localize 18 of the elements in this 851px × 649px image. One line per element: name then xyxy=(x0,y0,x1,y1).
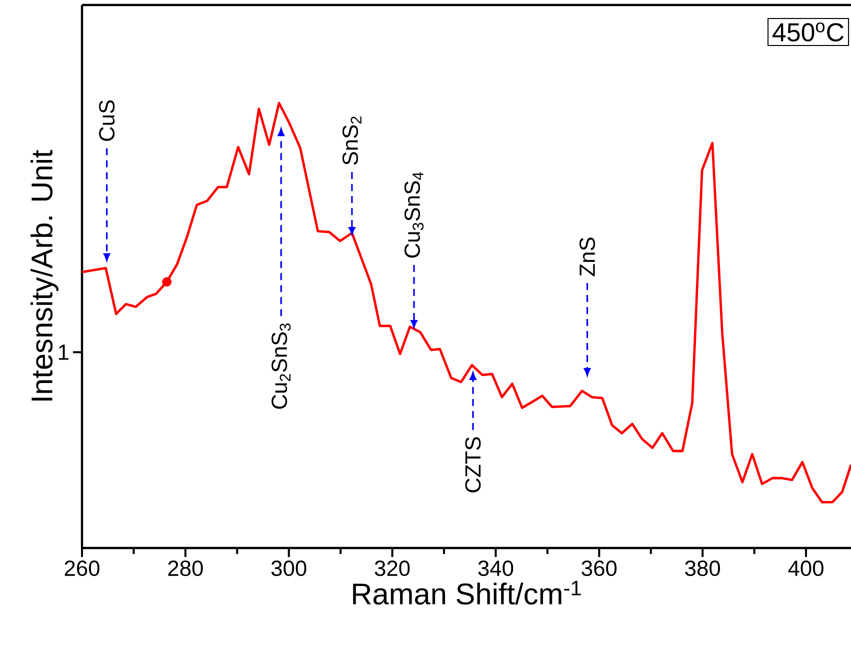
y-axis-title: Intesnsity/Arb. Unit xyxy=(30,150,58,401)
x-tick-label: 380 xyxy=(685,560,720,576)
annotation: CZTS xyxy=(465,437,481,492)
x-tick-label: 340 xyxy=(478,560,514,576)
x-tick-label: 300 xyxy=(271,560,306,576)
annotation: ZnS xyxy=(579,238,596,276)
annotation: Cu$_{3}$SnS$_{4}$ xyxy=(404,172,424,258)
x-axis-title: Raman Shift/cm$^{-1}$ xyxy=(353,580,581,605)
x-tick-label: 360 xyxy=(582,560,617,576)
x-tick-label: 260 xyxy=(64,560,100,576)
annotation: CuS xyxy=(99,100,115,141)
annotation: SnS$_{2}$ xyxy=(342,116,362,165)
text: 1 xyxy=(58,344,68,360)
text: 450$^{o}$C xyxy=(772,22,844,42)
x-tick-label: 280 xyxy=(168,560,203,576)
x-tick-label: 320 xyxy=(374,560,410,576)
annotation: Cu$_{2}$SnS$_{3}$ xyxy=(272,324,291,409)
x-tick-label: 400 xyxy=(788,560,824,576)
